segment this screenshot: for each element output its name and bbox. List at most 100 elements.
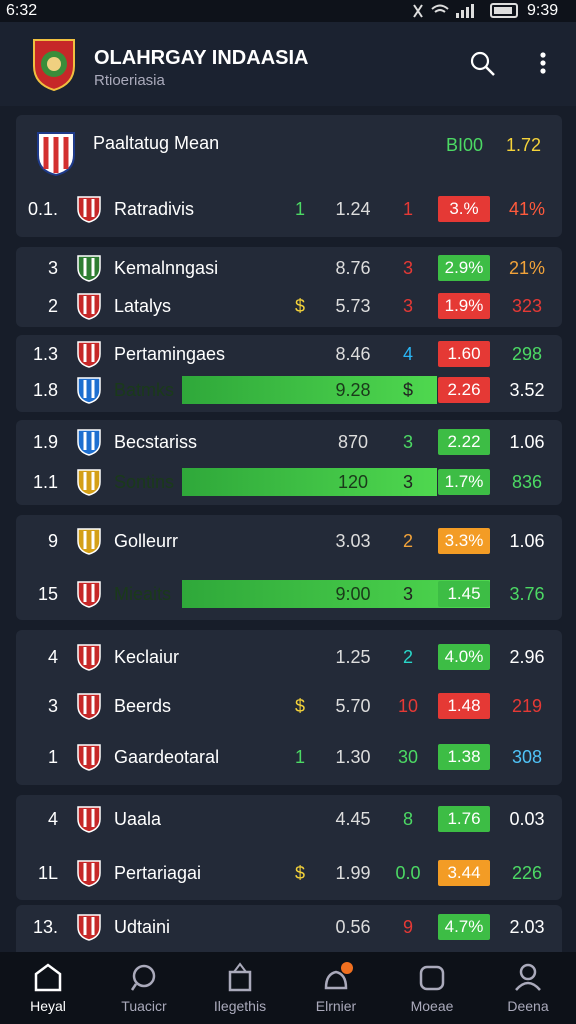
standings-card[interactable]: 3 Kemalnngasi 8.76 3 2.9% 21% 2 Latalys $5.73 3 1.… [16,247,562,327]
last-value: 2.96 [509,647,545,667]
team-name: Sontins [114,472,175,492]
value-pill [438,806,490,832]
team-badge [77,693,101,720]
last-value: 323 [511,296,543,316]
last-value: 1.06 [509,432,545,452]
rank: 4 [47,647,58,667]
nav-tab[interactable]: Elrnier [288,952,384,1024]
value-pill [438,528,490,554]
team-name: Ratradivis [114,199,195,219]
nav-tab[interactable]: Heyal [0,952,96,1024]
rank: 1 [47,747,58,767]
stat-col: 870 [337,432,369,452]
nav-label: Deena [507,998,549,1014]
search-button[interactable] [469,50,497,78]
stat-col: 2 [402,647,414,667]
standings-card[interactable]: Paaltatug Mean BI00 1.72 0.1. Ratradivis 1 1.2… [16,115,562,237]
team-badge [77,528,101,555]
pill-value: 1.60 [447,344,481,363]
stat-col: 1 [402,199,414,219]
rank: 1L [37,863,58,883]
stat-col: $ [294,863,306,883]
rank: 4 [47,809,58,829]
value-pill [438,644,490,670]
standings-card[interactable]: 1.3 Pertamingaes 8.46 4 1.60 298 1.8 Batmks 9.28… [16,335,562,412]
team-badge [77,255,101,282]
team-badge [77,744,101,771]
app-title: OLAHRGAY INDAASIA [94,47,309,69]
team-badge [77,581,101,608]
pill-value: 2.9% [444,258,484,277]
standings-card[interactable]: 9 Golleurr 3.03 2 3.3% 1.06 15 Mieaits 9:00 3 1.45… [16,515,562,620]
value-pill [438,255,490,281]
stat-col: 9:00 [335,584,371,604]
stat-col: 10 [397,696,419,716]
app-header: OLAHRGAY INDAASIA Rtioeriasia [0,22,576,106]
pill-value: 2.22 [447,432,481,451]
standings-card[interactable]: 4 Keclaiur 1.25 2 4.0% 2.96 3 Beerds $5.70 10 1.48… [16,630,562,785]
highlight-bar [182,376,437,404]
value-pill [438,341,490,367]
stat-col: 30 [397,747,419,767]
rank: 1.3 [32,344,58,364]
team-name: Becstariss [114,432,198,452]
nav-tab[interactable]: Deena [480,952,576,1024]
nav-tab[interactable]: Moeae [384,952,480,1024]
card-stat: BI00 [446,135,484,155]
team-badge [77,196,101,223]
highlight-bar [182,468,437,496]
rank: 1.1 [32,472,58,492]
stat-col: $ [402,380,414,400]
standings-card[interactable]: 1.9 Becstariss 870 3 2.22 1.06 1.1 Sontins 120 3 1… [16,420,562,505]
card-crest [37,132,75,177]
stat-col: 8 [402,809,414,829]
stat-col: 3 [402,432,414,452]
nav-label: Tuacicr [121,998,167,1014]
stat-col: 5.73 [335,296,371,316]
team-badge [77,914,101,941]
standings-card[interactable]: 4 Uaala 4.45 8 1.76 0.03 1L Pertariagai $1.99 0.0… [16,795,562,900]
app-subtitle: Rtioeriasia [94,72,165,89]
last-value: 298 [511,344,543,364]
last-value: 1.06 [509,531,545,551]
rank: 2 [47,296,58,316]
pill-value: 4.7% [444,917,484,936]
last-value: 3.76 [509,584,545,604]
stat-col: 0.0 [395,863,421,883]
value-pill [438,744,490,770]
value-pill [438,469,490,495]
pill-value: 1.45 [447,584,481,603]
team-name: Gaardeotaral [114,747,220,767]
value-pill [438,860,490,886]
stat-col: 1.99 [335,863,371,883]
pill-value: 1.7% [444,472,484,491]
rank: 3 [47,258,58,278]
nav-tab[interactable]: Ilegethis [192,952,288,1024]
team-name: Mieaits [114,584,172,604]
team-badge [77,644,101,671]
stat-col: 4 [402,344,414,364]
team-name: Udtaini [114,917,171,937]
stat-col: 1 [294,199,306,219]
stat-col: 120 [337,472,369,492]
stat-col: 1.30 [335,747,371,767]
card-stat: 1.72 [506,135,542,155]
stat-col: 3 [402,472,414,492]
stat-col: 3.03 [335,531,371,551]
team-name: Kemalnngasi [114,258,219,278]
menu-button[interactable] [536,50,550,78]
stat-col: 1.24 [335,199,371,219]
nav-icon [515,963,541,991]
last-value: 836 [511,472,543,492]
nav-tab[interactable]: Tuacicr [96,952,192,1024]
pill-value: 3.% [449,199,479,218]
value-pill [438,581,490,607]
team-name: Batmks [114,380,175,400]
rank: 9 [47,531,58,551]
nav-icon [34,963,62,992]
team-name: Keclaiur [114,647,180,667]
pill-value: 1.9% [444,296,484,315]
stat-col: 0.56 [335,917,371,937]
stat-col: 3 [402,258,414,278]
